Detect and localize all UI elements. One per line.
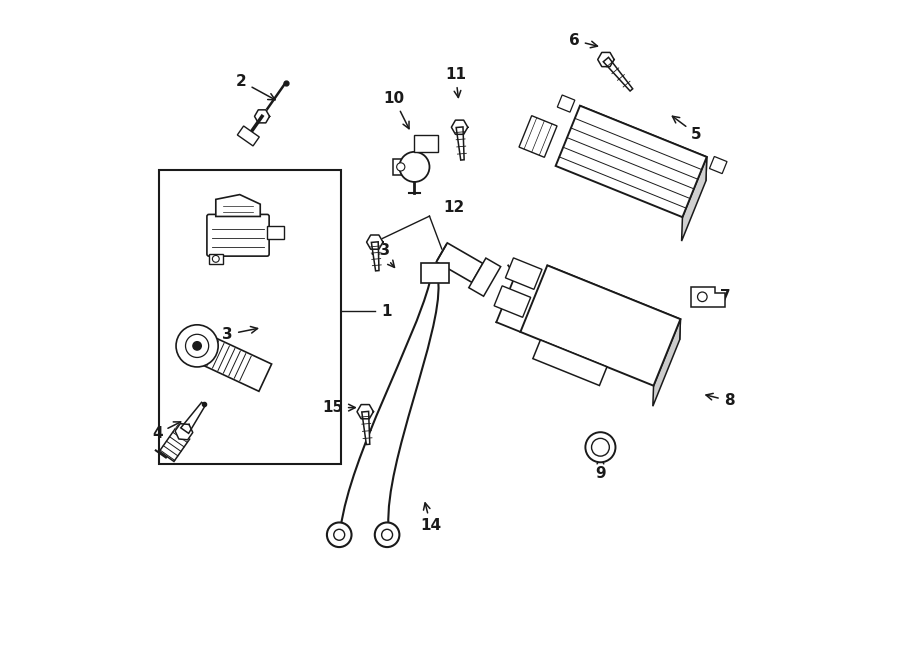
FancyBboxPatch shape [207, 214, 269, 256]
Circle shape [591, 438, 609, 456]
Text: 12: 12 [443, 201, 464, 215]
Polygon shape [494, 286, 531, 317]
Polygon shape [579, 106, 706, 181]
Polygon shape [357, 404, 374, 419]
Circle shape [397, 163, 405, 171]
Polygon shape [603, 58, 633, 91]
Circle shape [698, 292, 707, 302]
Polygon shape [216, 195, 260, 216]
Circle shape [212, 256, 220, 262]
Circle shape [585, 432, 616, 462]
Polygon shape [414, 135, 437, 152]
Polygon shape [557, 95, 575, 112]
Text: 14: 14 [420, 503, 441, 534]
Text: 2: 2 [236, 74, 275, 100]
Polygon shape [181, 402, 205, 434]
Text: 1: 1 [382, 304, 392, 319]
Polygon shape [176, 424, 193, 440]
Circle shape [176, 325, 218, 367]
Polygon shape [598, 52, 614, 67]
Polygon shape [159, 429, 190, 461]
Circle shape [327, 522, 352, 547]
Polygon shape [520, 265, 680, 386]
Polygon shape [436, 243, 482, 283]
Polygon shape [191, 332, 272, 391]
Text: 7: 7 [702, 289, 730, 305]
Circle shape [193, 342, 202, 350]
Circle shape [400, 152, 429, 182]
Polygon shape [209, 254, 222, 264]
Polygon shape [372, 242, 379, 271]
Circle shape [334, 530, 345, 540]
Text: 15: 15 [322, 400, 356, 415]
Polygon shape [255, 110, 270, 123]
Polygon shape [652, 319, 680, 406]
Polygon shape [452, 120, 468, 134]
Polygon shape [238, 126, 259, 146]
Polygon shape [709, 156, 727, 173]
Text: 5: 5 [672, 117, 701, 142]
Polygon shape [690, 287, 725, 307]
Text: 13: 13 [370, 243, 394, 267]
Polygon shape [546, 265, 680, 340]
Polygon shape [362, 411, 370, 445]
Bar [159, 170, 340, 464]
Circle shape [185, 334, 209, 357]
Polygon shape [421, 263, 448, 283]
Text: 6: 6 [569, 33, 598, 48]
Text: 3: 3 [222, 326, 257, 342]
Polygon shape [456, 127, 464, 160]
Polygon shape [555, 106, 706, 217]
Polygon shape [366, 235, 383, 249]
Polygon shape [392, 159, 425, 175]
Polygon shape [681, 157, 706, 241]
Text: 10: 10 [383, 91, 409, 128]
Circle shape [374, 522, 400, 547]
Polygon shape [469, 258, 500, 296]
Polygon shape [533, 340, 607, 385]
Circle shape [382, 530, 392, 540]
Polygon shape [506, 258, 542, 289]
Text: 11: 11 [445, 67, 466, 97]
Text: 9: 9 [595, 457, 606, 481]
Polygon shape [519, 116, 557, 158]
Text: 8: 8 [706, 393, 734, 408]
Polygon shape [267, 226, 284, 239]
Text: 4: 4 [152, 422, 181, 441]
